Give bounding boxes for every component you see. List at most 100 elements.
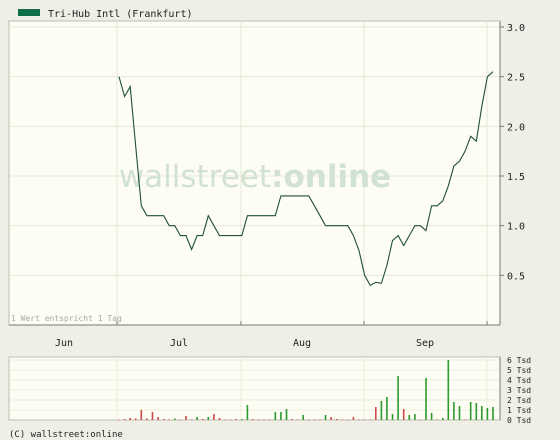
- x-tick-label: Sep: [416, 338, 434, 349]
- volume-bar: [408, 415, 411, 420]
- volume-y-tick-label: 5 Tsd: [507, 366, 531, 375]
- volume-bar: [363, 419, 366, 421]
- volume-bar: [196, 417, 198, 420]
- volume-grid: [9, 357, 500, 420]
- volume-bar: [358, 419, 360, 421]
- volume-bar: [369, 419, 371, 421]
- volume-y-tick-label: 0 Tsd: [507, 416, 531, 425]
- volume-bar: [280, 412, 282, 420]
- volume-bar: [224, 419, 226, 421]
- volume-bar: [414, 414, 416, 420]
- volume-bar: [235, 419, 237, 420]
- volume-bar: [419, 419, 422, 421]
- volume-bar: [229, 419, 232, 421]
- volume-bar: [335, 419, 338, 420]
- y-tick-label: 1.0: [507, 222, 525, 233]
- volume-bar: [324, 415, 327, 420]
- volume-y-tick-label: 4 Tsd: [507, 376, 531, 385]
- volume-bar: [274, 412, 277, 420]
- volume-y-tick-label: 2 Tsd: [507, 396, 531, 405]
- y-tick-label: 0.5: [507, 271, 525, 282]
- volume-bar: [179, 419, 182, 421]
- volume-bar: [391, 414, 394, 420]
- volume-bar: [302, 415, 304, 420]
- volume-bar: [268, 419, 271, 421]
- volume-bar: [458, 406, 461, 420]
- volume-bar: [134, 418, 137, 420]
- volume-bar: [330, 417, 332, 420]
- volume-bar: [481, 406, 483, 420]
- volume-bar: [162, 419, 165, 420]
- price-series: [118, 71, 494, 287]
- volume-bar: [436, 419, 438, 421]
- x-tick-label: Jun: [55, 338, 73, 349]
- price-y-ticks: 0.5 1.0 1.5 2.0 2.5 3.0: [500, 23, 525, 282]
- volume-bar: [319, 419, 321, 421]
- volume-bar: [341, 419, 344, 421]
- price-panel: [8, 20, 501, 326]
- volume-bar: [285, 409, 288, 420]
- volume-bar: [442, 418, 444, 420]
- volume-y-tick-label: 1 Tsd: [507, 406, 531, 415]
- volume-bar: [308, 419, 310, 421]
- volume-bar: [469, 402, 472, 420]
- price-line: [118, 71, 494, 287]
- x-tick-label: Jul: [170, 338, 188, 349]
- volume-bar: [174, 418, 176, 420]
- volume-bar: [146, 418, 148, 420]
- volume-bar: [157, 417, 159, 420]
- volume-bar: [190, 419, 193, 421]
- volume-y-tick-label: 3 Tsd: [507, 386, 531, 395]
- volume-bar: [201, 419, 204, 420]
- volume-bar: [313, 419, 316, 421]
- volume-bar: [492, 407, 494, 420]
- watermark: wallstreet:online: [119, 159, 391, 195]
- volume-bar: [129, 418, 131, 420]
- price-grid: [9, 21, 500, 325]
- volume-bar: [207, 417, 210, 420]
- volume-bar: [453, 402, 455, 420]
- volume-bar: [402, 409, 405, 420]
- volume-y-tick-label: 6 Tsd: [507, 356, 531, 365]
- volume-bar: [291, 419, 293, 420]
- volume-bar: [257, 419, 260, 421]
- volume-bar: [241, 419, 243, 420]
- volume-bar: [118, 419, 120, 421]
- scale-note: 1 Wert entspricht 1 Tag: [11, 314, 122, 323]
- legend-label: Tri-Hub Intl (Frankfurt): [48, 9, 193, 20]
- volume-bar: [375, 407, 377, 420]
- y-tick-label: 2.5: [507, 73, 525, 84]
- volume-bar: [185, 416, 187, 420]
- volume-bar: [218, 418, 221, 420]
- volume-bar: [430, 413, 433, 420]
- x-ticks: Jun Jul Aug Sep: [55, 321, 488, 349]
- footer-copyright: (C) wallstreet:online: [9, 430, 123, 440]
- y-tick-label: 3.0: [507, 23, 525, 34]
- volume-bar: [252, 419, 254, 420]
- legend-swatch: [18, 9, 40, 16]
- volume-bar: [246, 405, 249, 420]
- y-tick-label: 2.0: [507, 122, 525, 133]
- volume-bar: [475, 403, 478, 420]
- volume-bar: [397, 376, 399, 420]
- y-tick-label: 1.5: [507, 172, 525, 183]
- volume-bar: [123, 419, 126, 420]
- volume-bar: [140, 410, 143, 420]
- x-tick-label: Aug: [293, 338, 311, 349]
- volume-bars: [118, 360, 494, 421]
- volume-bar: [296, 419, 299, 421]
- volume-bar: [386, 397, 388, 420]
- volume-bar: [347, 419, 349, 421]
- volume-bar: [263, 419, 265, 421]
- volume-bar: [464, 419, 466, 421]
- volume-bar: [151, 412, 154, 420]
- volume-bar: [213, 414, 215, 420]
- volume-bar: [425, 378, 427, 420]
- volume-bar: [380, 401, 383, 420]
- volume-bar: [486, 408, 489, 420]
- volume-bar: [168, 419, 170, 421]
- volume-bar: [447, 360, 450, 420]
